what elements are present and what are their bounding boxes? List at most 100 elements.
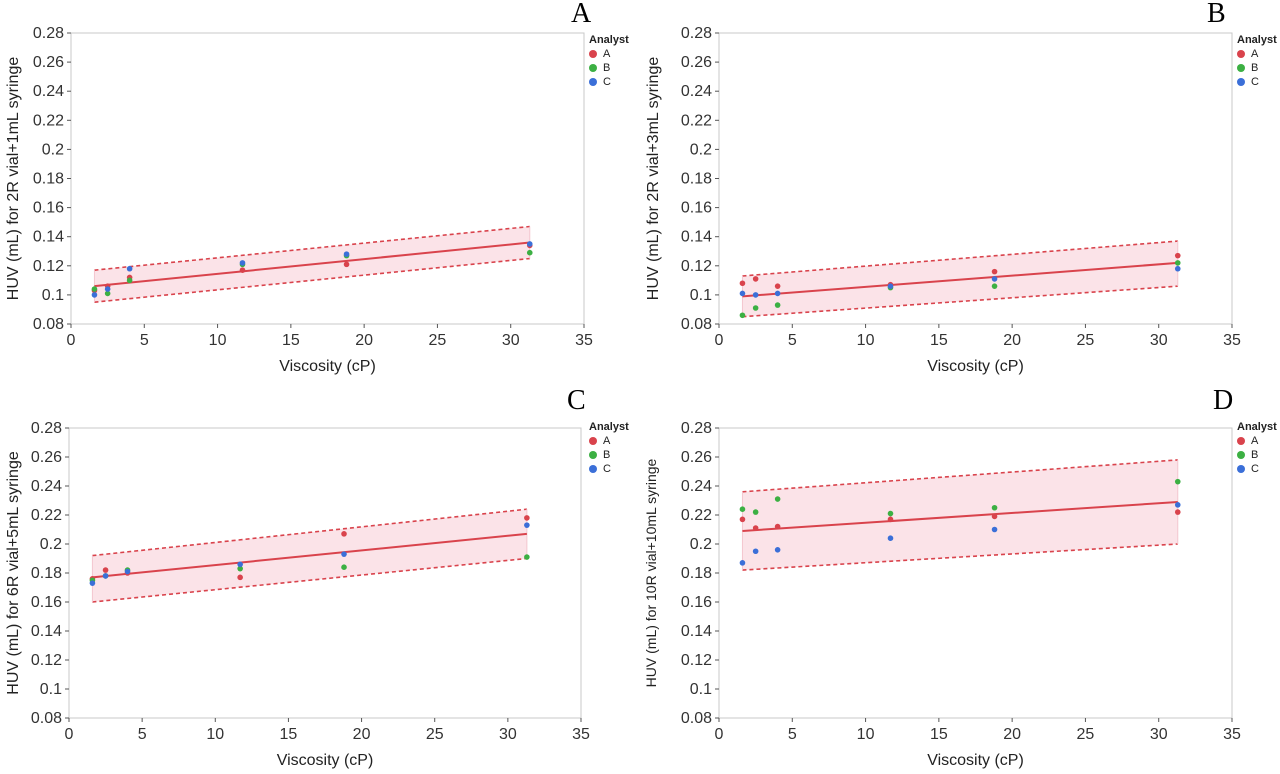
y-tick-label: 0.22	[31, 507, 62, 524]
legend-item-b: B	[1237, 448, 1277, 462]
y-tick-label: 0.24	[33, 83, 64, 100]
fit-line	[92, 532, 527, 579]
data-point-b	[524, 554, 530, 560]
data-point-b	[774, 302, 781, 308]
data-point-c	[89, 580, 96, 586]
data-point-c	[739, 290, 746, 297]
y-tick-label: 0.18	[681, 171, 712, 188]
data-point-c	[887, 535, 894, 541]
legend-item-a: A	[1237, 47, 1277, 61]
data-point-b	[739, 506, 746, 512]
data-point-c	[526, 241, 533, 247]
x-tick-label: 0	[715, 332, 724, 349]
panel-letter-c: C	[567, 385, 586, 416]
x-tick-label: 20	[1003, 332, 1021, 349]
x-tick-label: 15	[930, 726, 948, 743]
data-point-a	[239, 267, 246, 273]
x-tick-label: 0	[65, 726, 74, 743]
y-tick-label: 0.14	[681, 229, 712, 246]
lower-band-line	[742, 543, 1178, 571]
legend-item-b: B	[589, 61, 629, 75]
data-point-c	[887, 283, 894, 289]
data-point-a	[887, 516, 894, 523]
y-tick-label: 0.2	[690, 141, 712, 158]
data-point-a	[774, 523, 781, 530]
data-point-b	[91, 286, 98, 292]
data-point-c	[739, 560, 746, 566]
x-tick-label: 20	[353, 726, 371, 743]
data-point-c	[124, 568, 131, 575]
x-tick-label: 30	[1150, 726, 1168, 743]
data-point-a	[739, 516, 746, 523]
legend-label-c: C	[1251, 463, 1259, 475]
legend-label-c: C	[603, 463, 611, 475]
panel-letter-b: B	[1207, 0, 1226, 29]
data-point-c	[1174, 265, 1181, 272]
y-tick-label: 0.16	[681, 594, 712, 611]
data-point-c	[524, 522, 530, 528]
x-axis-title: Viscosity (cP)	[277, 752, 374, 769]
legend-item-c: C	[589, 462, 629, 476]
chart-panel-b: 0.08 0.1 0.12 0.14 0.16 0.18 0.2 0.22 0.24 0.26 0.…	[640, 0, 1280, 387]
x-tick-label: 25	[426, 726, 444, 743]
data-point-b	[774, 496, 781, 502]
y-tick-label: 0.12	[31, 652, 62, 669]
data-point-a	[341, 531, 347, 537]
y-tick-label: 0.18	[33, 171, 64, 188]
legend-dot-b	[589, 64, 597, 72]
y-tick-label: 0.26	[681, 449, 712, 466]
chart-plot-c: 0.08 0.1 0.12 0.14 0.16 0.18 0.2 0.22 0.24 0.26 0.…	[5, 420, 590, 769]
y-tick-label: 0.12	[681, 258, 712, 275]
y-tick-label: 0.28	[681, 420, 712, 437]
x-tick-label: 5	[138, 726, 147, 743]
y-tick-label: 0.1	[690, 681, 712, 698]
data-point-a	[991, 268, 998, 275]
y-tick-label: 0.18	[31, 565, 62, 582]
fit-line	[94, 241, 530, 288]
fit-line	[742, 261, 1178, 298]
x-tick-label: 10	[857, 332, 875, 349]
x-tick-label: 35	[1223, 726, 1241, 743]
legend-item-b: B	[1237, 61, 1277, 75]
data-point-c	[91, 292, 98, 298]
data-point-b	[526, 249, 533, 256]
data-point-b	[237, 565, 243, 572]
fit-line	[742, 500, 1178, 532]
chart-plot-b: 0.08 0.1 0.12 0.14 0.16 0.18 0.2 0.22 0.24 0.26 0.…	[645, 25, 1241, 375]
data-point-c	[991, 526, 998, 533]
chart-panel-d: 0.08 0.1 0.12 0.14 0.16 0.18 0.2 0.22 0.24 0.26 0.…	[640, 385, 1280, 774]
data-point-b	[887, 510, 894, 517]
y-tick-label: 0.14	[33, 229, 64, 246]
legend-title: Analyst	[1237, 34, 1277, 46]
x-axis-title: Viscosity (cP)	[927, 752, 1024, 769]
data-point-b	[991, 283, 998, 289]
data-point-b	[739, 312, 746, 319]
lower-band-line	[742, 285, 1178, 318]
x-tick-label: 20	[1003, 726, 1021, 743]
x-tick-label: 15	[930, 332, 948, 349]
data-point-a	[1174, 252, 1181, 259]
y-tick-label: 0.22	[33, 112, 64, 129]
data-point-c	[774, 547, 781, 553]
data-point-b	[1174, 260, 1181, 266]
legend-dot-a	[1237, 50, 1245, 58]
upper-band-line	[742, 240, 1178, 277]
y-tick-label: 0.08	[31, 710, 62, 727]
data-point-c	[341, 551, 347, 557]
legend-dot-a	[1237, 437, 1245, 445]
x-tick-label: 20	[355, 332, 373, 349]
y-tick-label: 0.14	[681, 623, 712, 640]
legend-dot-a	[589, 437, 597, 445]
legend-dot-c	[589, 78, 597, 86]
y-axis-title: HUV (mL) for 2R vial+1mL syringe	[5, 57, 22, 301]
y-axis-title: HUV (mL) for 2R vial+3mL syringe	[645, 57, 662, 301]
data-point-b	[752, 509, 759, 515]
legend-dot-c	[1237, 78, 1245, 86]
y-tick-label: 0.2	[40, 536, 62, 553]
x-tick-label: 25	[429, 332, 447, 349]
y-tick-label: 0.1	[690, 287, 712, 304]
x-tick-label: 10	[206, 726, 224, 743]
data-point-a	[524, 515, 530, 521]
legend-item-c: C	[1237, 75, 1277, 89]
data-point-b	[341, 564, 347, 570]
